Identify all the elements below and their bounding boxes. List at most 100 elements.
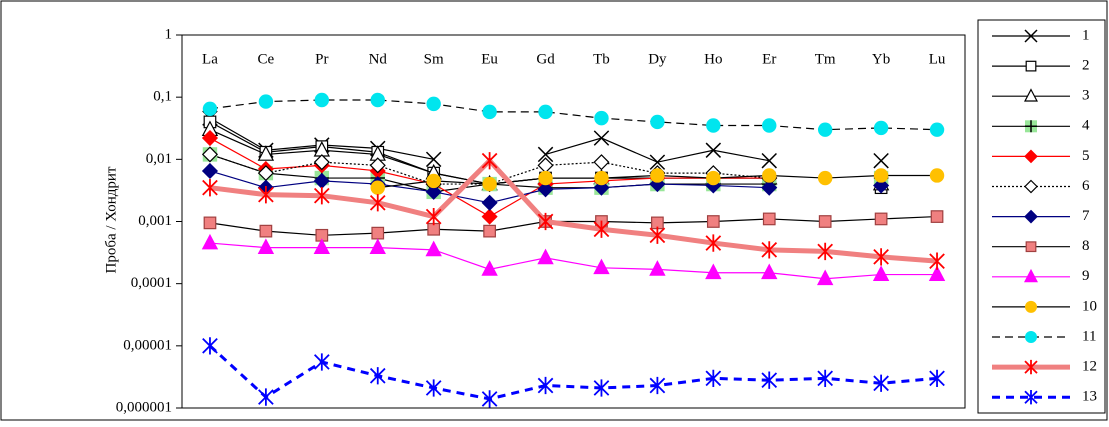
marker (203, 216, 217, 230)
marker (594, 110, 609, 126)
series-line (209, 215, 938, 236)
marker (425, 207, 442, 226)
marker (258, 388, 274, 406)
legend-label: 2 (1082, 58, 1090, 74)
marker (816, 269, 834, 286)
marker (593, 379, 610, 397)
marker (873, 168, 889, 183)
y-tick-label: 0,1 (153, 89, 172, 105)
legend-label: 3 (1082, 88, 1090, 104)
x-tick-label: Er (762, 51, 776, 67)
marker (705, 234, 722, 252)
marker (929, 252, 945, 270)
marker (425, 240, 442, 257)
series-line (208, 344, 938, 401)
marker (706, 215, 720, 228)
legend-marker (1024, 88, 1038, 102)
y-tick-label: 0,001 (138, 213, 172, 229)
marker (873, 374, 889, 392)
x-tick-label: Pr (315, 51, 328, 67)
marker (706, 118, 721, 133)
x-tick-label: Eu (481, 51, 498, 67)
marker (369, 194, 386, 212)
legend-label: 1 (1082, 27, 1090, 43)
marker (649, 260, 666, 276)
marker (762, 168, 777, 183)
legend-marker (1024, 209, 1038, 224)
marker (817, 369, 834, 387)
marker (426, 96, 441, 112)
marker (201, 129, 219, 147)
marker (817, 122, 833, 137)
series-line (209, 242, 938, 280)
x-tick-label: Yb (872, 51, 890, 67)
x-tick-label: Dy (648, 51, 667, 67)
marker (761, 152, 777, 169)
y-axis-title: Проба / Хондрит (103, 166, 119, 273)
marker (537, 181, 554, 198)
marker (425, 151, 442, 168)
marker (201, 233, 219, 250)
marker (426, 173, 441, 189)
y-tick-label: 0,00001 (123, 337, 172, 353)
marker (930, 210, 944, 223)
legend-marker (1024, 179, 1038, 194)
x-tick-label: La (202, 51, 218, 67)
marker (649, 376, 666, 395)
marker (594, 170, 609, 186)
marker (425, 379, 442, 397)
marker (370, 180, 385, 195)
legend-marker (1025, 60, 1037, 72)
marker (650, 168, 665, 183)
marker (537, 146, 554, 163)
y-tick-label: 0,0001 (131, 275, 172, 291)
series-line (209, 157, 938, 264)
marker (873, 120, 889, 136)
marker (371, 226, 385, 240)
marker (928, 265, 946, 281)
legend-marker (1024, 149, 1038, 164)
marker (818, 215, 832, 228)
marker (705, 142, 722, 158)
marker (593, 154, 610, 171)
marker (425, 183, 442, 200)
legend-marker (1025, 331, 1037, 343)
marker (649, 154, 666, 170)
y-tick-label: 0,01 (146, 151, 172, 167)
marker (370, 92, 385, 108)
marker (817, 170, 833, 186)
marker (874, 212, 888, 226)
marker (369, 238, 386, 254)
marker (537, 376, 554, 395)
legend-label: 5 (1082, 148, 1090, 164)
legend-label: 7 (1082, 208, 1090, 224)
marker (259, 224, 273, 238)
marker (705, 369, 722, 387)
marker (762, 212, 776, 226)
marker (202, 101, 218, 116)
marker (873, 177, 890, 194)
marker (537, 248, 554, 265)
x-tick-label: Ho (704, 51, 722, 67)
x-tick-label: Nd (369, 51, 388, 67)
marker (258, 94, 274, 109)
marker (538, 170, 553, 186)
marker (313, 187, 330, 205)
marker (761, 241, 778, 259)
marker (538, 104, 553, 120)
marker (761, 263, 778, 280)
marker (257, 238, 275, 254)
legend-label: 13 (1082, 389, 1097, 405)
marker (761, 179, 778, 196)
marker (929, 168, 945, 183)
marker (482, 176, 497, 192)
marker (537, 212, 554, 231)
legend-label: 6 (1082, 178, 1090, 194)
marker (258, 186, 274, 204)
marker (202, 179, 218, 197)
marker (593, 220, 610, 238)
x-tick-label: Tm (815, 51, 836, 67)
legend-label: 8 (1082, 238, 1090, 254)
